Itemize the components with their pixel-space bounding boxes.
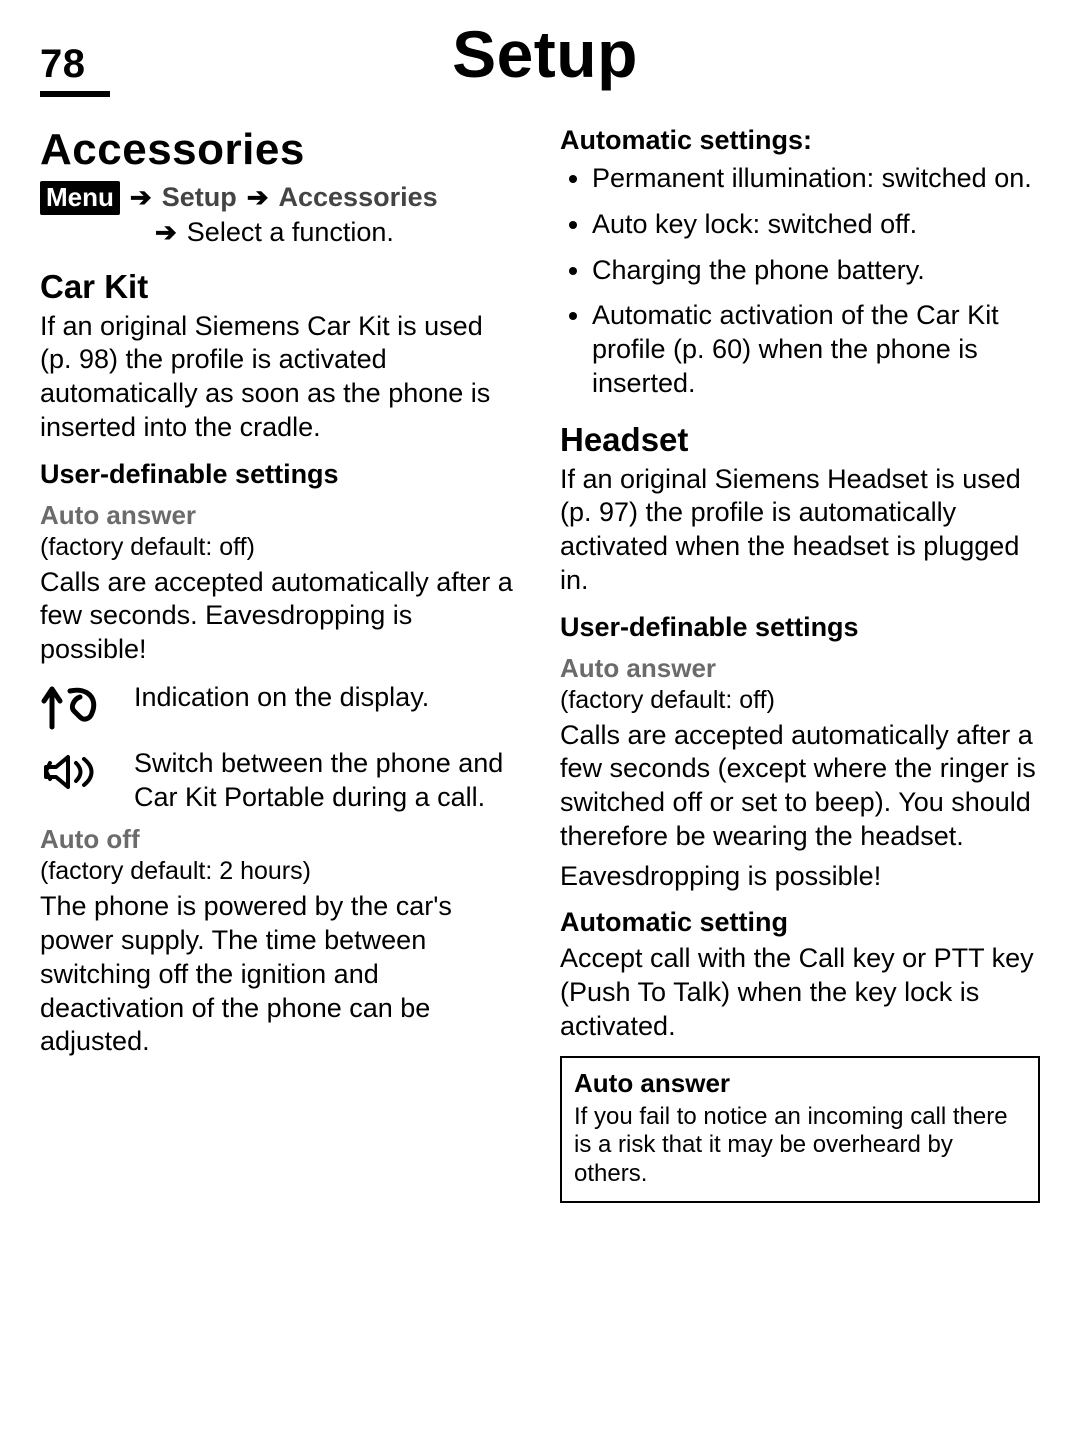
label-auto-answer: Auto answer	[40, 500, 520, 531]
lift-handset-icon	[40, 681, 112, 733]
auto-answer-description: Calls are accepted automatically after a…	[40, 566, 520, 667]
section-title: Accessories	[40, 125, 520, 175]
menu-sub-line: ➔ Select a function.	[155, 217, 520, 248]
menu-path: Menu ➔ Setup ➔ Accessories	[40, 181, 520, 215]
auto-off-description: The phone is powered by the car's power …	[40, 890, 520, 1059]
arrow-right-icon: ➔	[155, 217, 177, 248]
heading-car-kit: Car Kit	[40, 268, 520, 306]
eavesdropping-warning: Eavesdropping is possible!	[560, 860, 1040, 894]
arrow-right-icon: ➔	[130, 182, 152, 213]
page-title: Setup	[80, 16, 1010, 92]
auto-answer-default: (factory default: off)	[40, 533, 520, 562]
two-column-layout: Accessories Menu ➔ Setup ➔ Accessories ➔…	[40, 119, 1040, 1203]
automatic-setting-description: Accept call with the Call key or PTT key…	[560, 942, 1040, 1043]
automatic-settings-list: Permanent illumination: switched on. Aut…	[560, 162, 1040, 401]
headset-description: If an original Siemens Headset is used (…	[560, 463, 1040, 598]
heading-user-definable: User-definable settings	[40, 459, 520, 490]
switch-audio-text: Switch between the phone and Car Kit Por…	[134, 747, 520, 815]
heading-automatic-setting: Automatic setting	[560, 907, 1040, 938]
heading-user-definable-headset: User-definable settings	[560, 612, 1040, 643]
auto-answer-headset-description: Calls are accepted automatically after a…	[560, 719, 1040, 854]
icon-row-switch-audio: Switch between the phone and Car Kit Por…	[40, 747, 520, 815]
display-indication-text: Indication on the display.	[134, 681, 520, 715]
label-auto-answer-headset: Auto answer	[560, 653, 1040, 684]
list-item: Automatic activation of the Car Kit prof…	[592, 299, 1040, 400]
warning-box-body: If you fail to notice an incoming call t…	[574, 1103, 1026, 1189]
path-item-accessories: Accessories	[279, 182, 438, 213]
right-column: Automatic settings: Permanent illuminati…	[560, 119, 1040, 1203]
auto-answer-headset-default: (factory default: off)	[560, 686, 1040, 715]
heading-automatic-settings: Automatic settings:	[560, 125, 1040, 156]
menu-sub-text: Select a function.	[187, 217, 394, 248]
arrow-right-icon: ➔	[247, 182, 269, 213]
warning-box-title: Auto answer	[574, 1068, 1026, 1099]
label-auto-off: Auto off	[40, 824, 520, 855]
menu-chip: Menu	[40, 181, 120, 215]
list-item: Charging the phone battery.	[592, 254, 1040, 288]
path-item-setup: Setup	[162, 182, 237, 213]
auto-answer-warning-box: Auto answer If you fail to notice an inc…	[560, 1056, 1040, 1203]
car-kit-description: If an original Siemens Car Kit is used (…	[40, 310, 520, 445]
icon-row-display-indication: Indication on the display.	[40, 681, 520, 733]
page-header: 78 Setup	[40, 16, 1040, 97]
auto-off-default: (factory default: 2 hours)	[40, 857, 520, 886]
left-column: Accessories Menu ➔ Setup ➔ Accessories ➔…	[40, 119, 520, 1203]
speaker-toggle-icon	[40, 747, 112, 795]
list-item: Permanent illumination: switched on.	[592, 162, 1040, 196]
heading-headset: Headset	[560, 421, 1040, 459]
manual-page: 78 Setup Accessories Menu ➔ Setup ➔ Acce…	[0, 0, 1080, 1429]
list-item: Auto key lock: switched off.	[592, 208, 1040, 242]
